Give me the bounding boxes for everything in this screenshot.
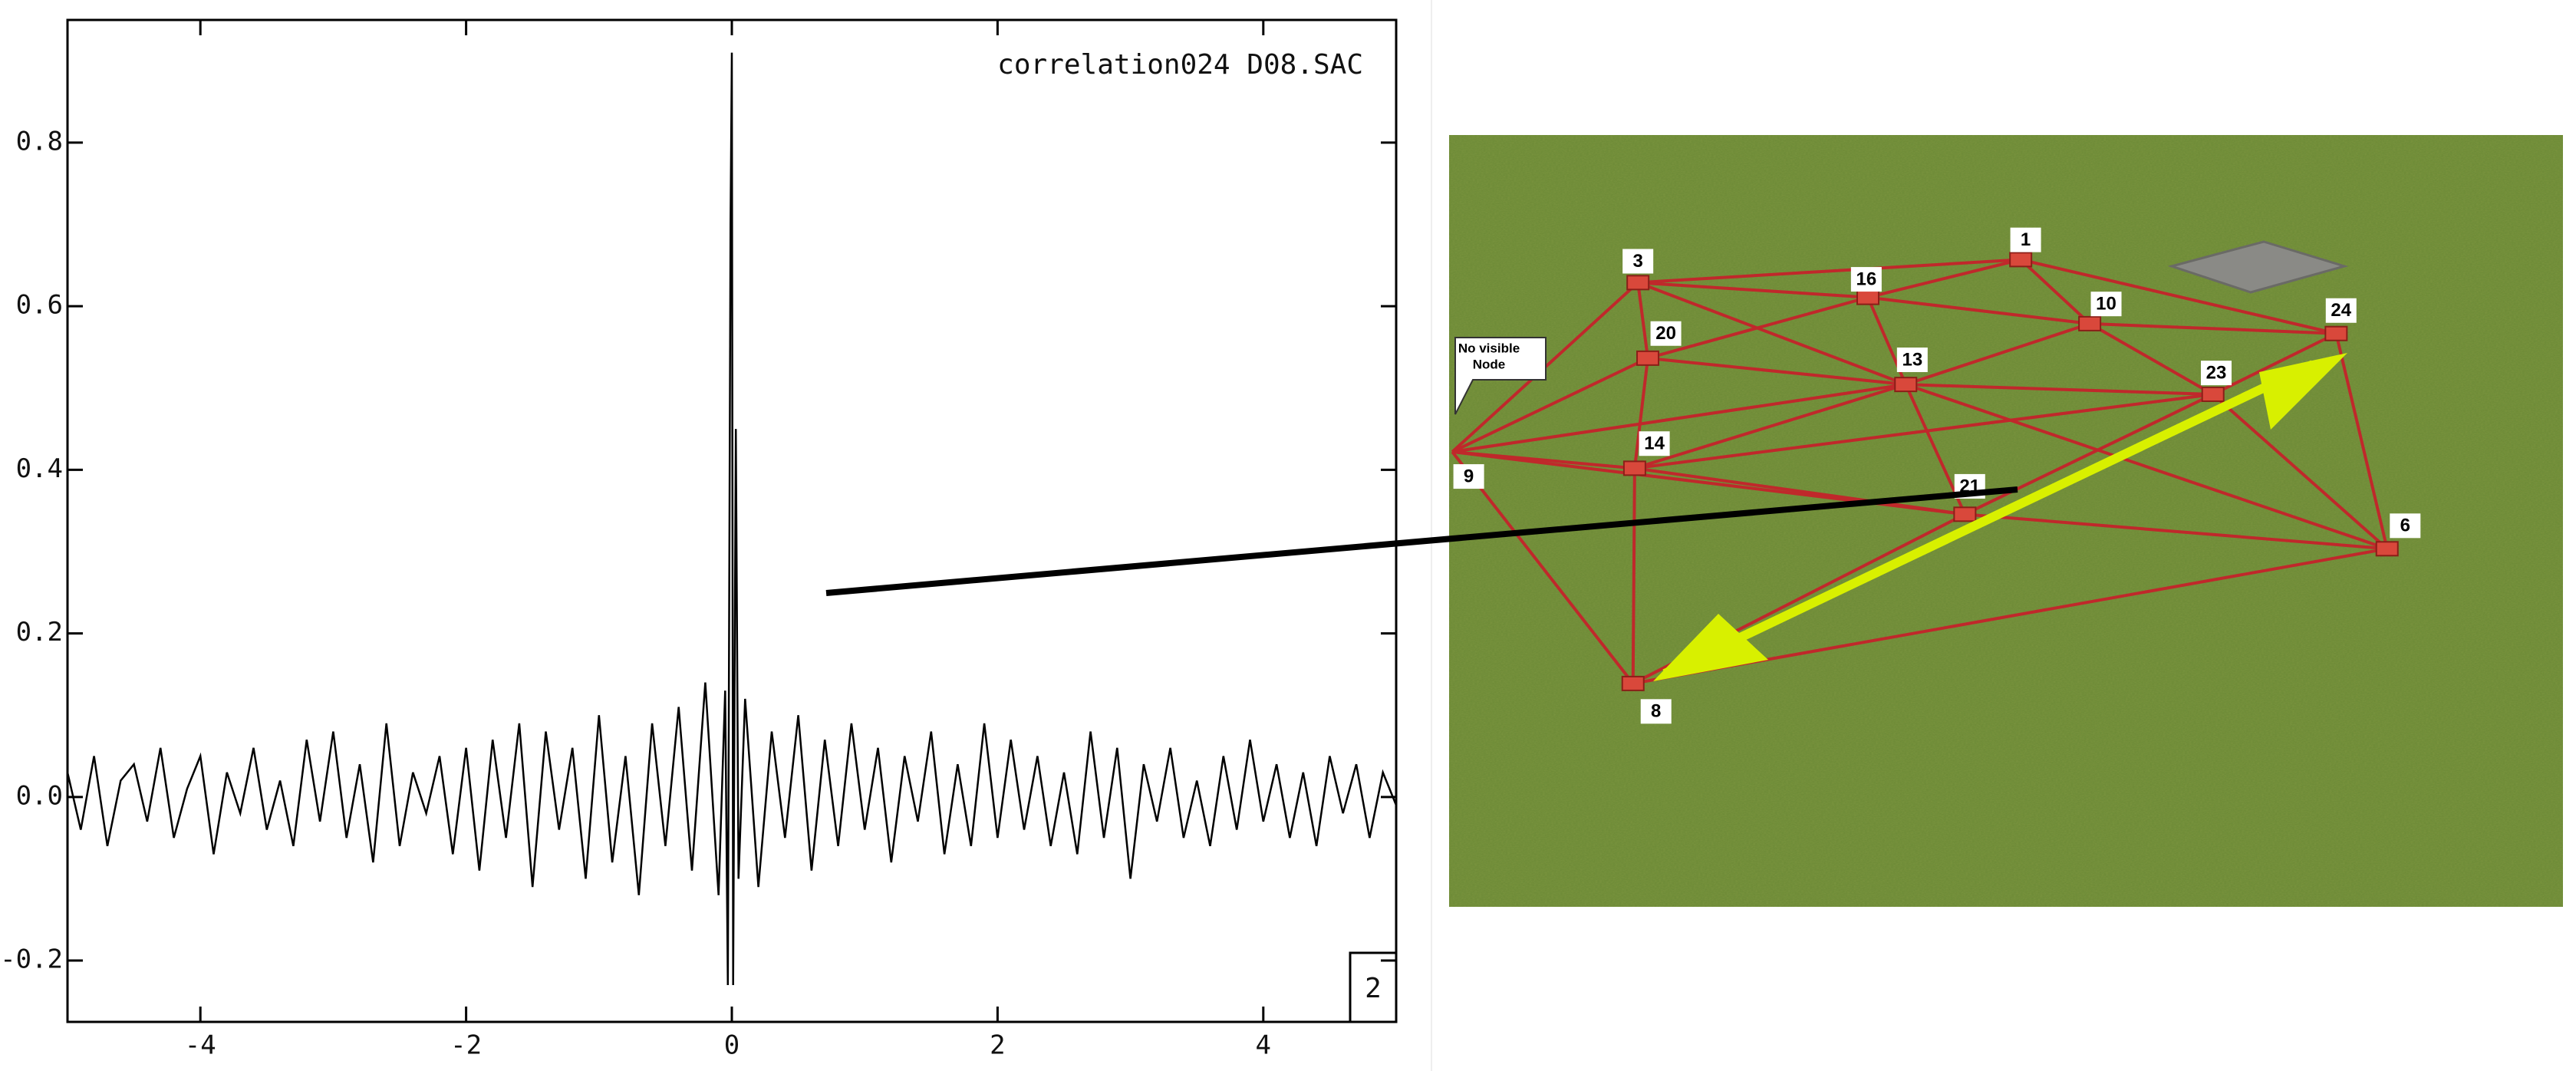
node-label-box bbox=[1850, 267, 1882, 292]
x-tick-label: 4 bbox=[1256, 1030, 1271, 1061]
node-label-box bbox=[1896, 348, 1928, 373]
chart: correlation024 D08.SAC 2 -0.2 0.0 0.2 0.4 0.… bbox=[0, 18, 1398, 1061]
corner-label: 2 bbox=[1365, 973, 1382, 1004]
node-label: 1 bbox=[2021, 229, 2031, 250]
node bbox=[2078, 315, 2102, 331]
cable bbox=[1451, 357, 1649, 453]
node bbox=[1636, 350, 1660, 366]
node bbox=[1621, 675, 1645, 691]
cable bbox=[2212, 331, 2337, 396]
callout-text: No visible bbox=[1458, 341, 1520, 355]
node-label: 9 bbox=[1464, 466, 1474, 486]
cable bbox=[2019, 258, 2091, 325]
y-tick-label: 0.0 bbox=[16, 780, 63, 811]
slab bbox=[2167, 240, 2349, 294]
node-label: 10 bbox=[2096, 294, 2116, 315]
node-label-box bbox=[1639, 431, 1670, 456]
node bbox=[1953, 506, 1977, 522]
node bbox=[2375, 541, 2399, 557]
cable bbox=[1867, 258, 2021, 299]
cable bbox=[2090, 321, 2337, 335]
cable bbox=[1647, 356, 1906, 387]
cable bbox=[1905, 383, 2388, 551]
node bbox=[2324, 325, 2348, 341]
cable bbox=[1867, 295, 2090, 325]
callout-text: Node bbox=[1473, 357, 1506, 371]
node-label-box bbox=[2090, 292, 2122, 317]
x-tick-label: 0 bbox=[724, 1030, 740, 1061]
cable bbox=[1647, 295, 1869, 360]
node-label: 16 bbox=[1856, 269, 1877, 289]
cable bbox=[1906, 383, 2213, 396]
cable bbox=[2020, 258, 2337, 335]
cable bbox=[1636, 282, 1650, 359]
node-label: 23 bbox=[2206, 362, 2227, 383]
node-label: 24 bbox=[2331, 300, 2351, 321]
cable bbox=[1632, 358, 1650, 469]
cable bbox=[1638, 281, 1869, 299]
connector-line bbox=[825, 486, 2018, 596]
node-label: 14 bbox=[1644, 433, 1665, 454]
node-label-box bbox=[2390, 513, 2421, 539]
x-tick-label: -2 bbox=[450, 1030, 482, 1061]
corner-box bbox=[1349, 951, 1398, 1023]
arrow-head bbox=[2259, 353, 2347, 430]
cable bbox=[1638, 258, 2021, 285]
node bbox=[2009, 252, 2033, 268]
node bbox=[1622, 460, 1646, 476]
node-label: 8 bbox=[1651, 701, 1661, 722]
node-label-box bbox=[2010, 227, 2041, 252]
cable bbox=[1634, 393, 2213, 470]
cable bbox=[1634, 466, 1965, 516]
chart-title: correlation024 D08.SAC bbox=[997, 49, 1363, 81]
x-tick-label: 2 bbox=[990, 1030, 1005, 1061]
arrow-head bbox=[1653, 614, 1768, 681]
node-label-box bbox=[1622, 249, 1654, 274]
y-tick-label: 0.8 bbox=[16, 126, 63, 157]
node-label-box bbox=[2201, 361, 2232, 386]
node bbox=[1626, 275, 1650, 291]
cable bbox=[2089, 322, 2214, 396]
node-label-box bbox=[2325, 298, 2357, 323]
cable bbox=[1631, 468, 1636, 684]
cable bbox=[1905, 321, 2090, 387]
waveform bbox=[66, 52, 1398, 986]
cable bbox=[1637, 281, 1906, 387]
node-label: 13 bbox=[1902, 349, 1922, 370]
node bbox=[2201, 386, 2225, 402]
y-tick-label: 0.6 bbox=[16, 290, 63, 321]
node-label-box bbox=[1650, 321, 1682, 346]
y-tick-label: -0.2 bbox=[0, 944, 63, 975]
x-tick-label: -4 bbox=[185, 1030, 216, 1061]
callout-box bbox=[1454, 337, 1547, 415]
cable bbox=[1634, 383, 1906, 470]
cable bbox=[2334, 333, 2389, 549]
node-label: 3 bbox=[1632, 251, 1642, 272]
cable bbox=[1964, 393, 2214, 516]
yellow-arrow bbox=[1662, 360, 2315, 678]
node-label-box bbox=[1640, 699, 1672, 724]
y-tick-label: 0.2 bbox=[16, 617, 63, 648]
node bbox=[1856, 289, 1879, 305]
cable bbox=[1451, 383, 1906, 453]
y-tick-label: 0.4 bbox=[16, 453, 63, 484]
node-label: 20 bbox=[1655, 323, 1676, 344]
cable bbox=[1965, 512, 2387, 551]
node-label: 6 bbox=[2400, 516, 2410, 536]
cable bbox=[1451, 450, 1635, 685]
node-label-box bbox=[1453, 464, 1484, 489]
cable bbox=[2212, 393, 2389, 550]
node bbox=[1894, 377, 1918, 393]
